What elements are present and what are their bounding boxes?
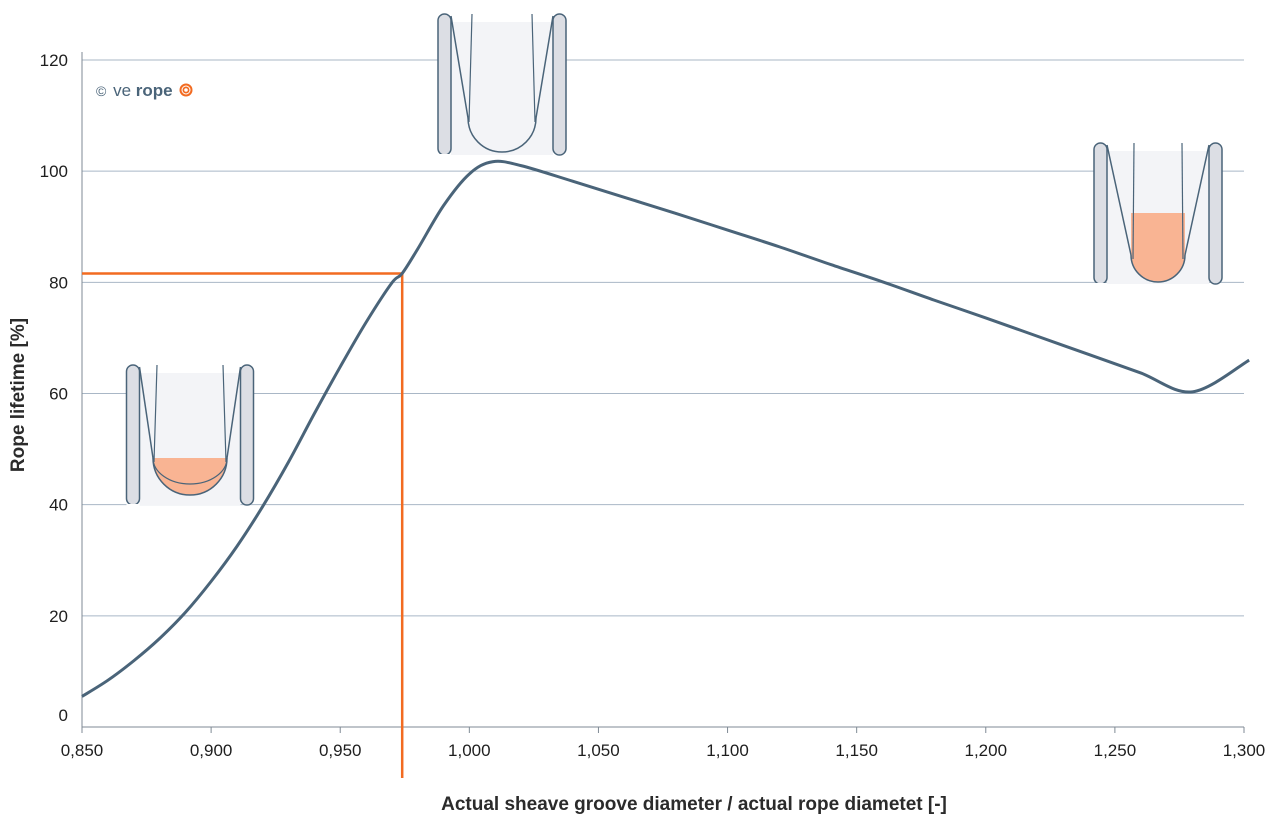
left-flank: [1106, 144, 1132, 256]
x-tick-label: 1,000: [448, 741, 491, 760]
right-flange: [1208, 142, 1223, 285]
y-tick-label: 40: [49, 496, 68, 515]
right-flank: [535, 15, 554, 119]
groove-narrow: [125, 364, 255, 506]
x-tick-label: 1,150: [835, 741, 878, 760]
right-flange: [239, 364, 255, 506]
series-layer: [81, 159, 1250, 698]
rope-right-edge: [222, 364, 227, 463]
x-tick-label: 1,050: [577, 741, 620, 760]
axes: [81, 52, 1244, 728]
rope-right-edge: [531, 13, 536, 123]
x-tick-label: 0,900: [190, 741, 233, 760]
verope-logo: © ve rope: [96, 81, 193, 100]
logo-text-ve: ve: [113, 81, 131, 100]
rope-left-edge: [468, 13, 473, 123]
groove-bottom: [152, 457, 228, 496]
logo-strand-icon: [179, 83, 193, 97]
rope-left-edge: [1132, 142, 1135, 260]
groove-wide: [1093, 142, 1223, 285]
logo-text-rope: rope: [136, 81, 173, 100]
y-axis-title: Rope lifetime [%]: [8, 318, 29, 472]
left-flange: [1093, 142, 1108, 285]
left-flank: [138, 366, 154, 459]
wear-region: [153, 458, 227, 495]
y-tick-label: 20: [49, 607, 68, 626]
y-tick-label: 80: [49, 273, 68, 292]
x-tick-label: 0,850: [61, 741, 104, 760]
y-tick-label: 60: [49, 385, 68, 404]
horizontal-gridlines: [82, 59, 1244, 617]
x-tick-label: 0,950: [319, 741, 362, 760]
x-axis-title: Actual sheave groove diameter / actual r…: [441, 794, 947, 815]
groove-background: [451, 22, 553, 155]
rope-left-edge: [153, 364, 158, 463]
groove-illustrations: [125, 13, 1223, 506]
x-tick-label: 1,250: [1094, 741, 1137, 760]
left-flange: [437, 13, 452, 156]
y-tick-label: 100: [40, 162, 68, 181]
right-flank: [226, 366, 242, 459]
rope-right-edge: [1181, 142, 1184, 260]
x-tick-label: 1,100: [706, 741, 749, 760]
logo-copyright: ©: [96, 83, 107, 99]
y-tick-label: 0: [59, 706, 68, 725]
groove-optimal: [437, 13, 567, 156]
left-flank: [450, 15, 469, 119]
rope-contact-arc: [152, 457, 228, 485]
wear-region: [1131, 213, 1185, 282]
tick-labels: 0,850 0,900 0,950 1,000 1,050 1,100 1,150 1,200…: [40, 51, 1266, 760]
series-line-0: [81, 159, 1250, 698]
groove-bottom: [467, 117, 537, 153]
svg-text:© ve rope: © ve rope: [96, 81, 173, 100]
reference-lines: [82, 272, 404, 778]
left-flange: [125, 364, 141, 506]
x-tick-label: 1,300: [1223, 741, 1266, 760]
y-tick-label: 120: [40, 51, 68, 70]
right-flange: [552, 13, 567, 156]
right-flank: [1184, 144, 1210, 256]
groove-bottom: [1130, 254, 1186, 283]
x-tick-label: 1,200: [965, 741, 1008, 760]
